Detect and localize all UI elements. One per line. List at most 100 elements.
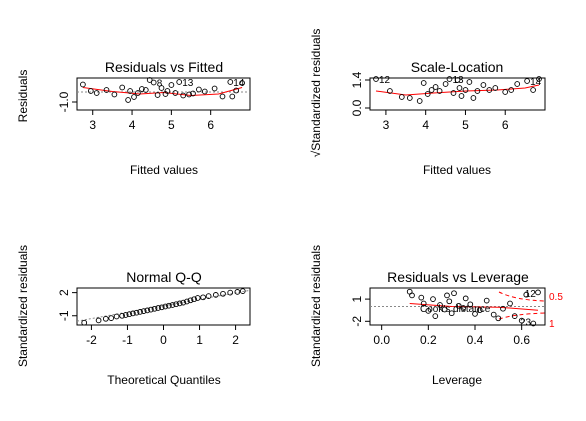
data-point	[428, 87, 435, 93]
point-label: 23	[520, 317, 532, 328]
data-point	[409, 292, 415, 299]
data-point	[514, 81, 521, 87]
y-tick-label: -2	[350, 316, 364, 327]
x-tick-label: 5	[168, 118, 175, 132]
y-axis-label: √Standardized residuals	[309, 29, 323, 158]
point-labels: 12 23	[520, 289, 536, 328]
data-point	[81, 319, 88, 326]
x-tick-label: -2	[86, 333, 97, 347]
point-label: 8	[157, 79, 163, 90]
data-point	[536, 76, 542, 82]
data-point	[474, 88, 481, 94]
data-point	[172, 90, 179, 96]
x-axis-label: Leverage	[432, 373, 482, 387]
data-points	[80, 77, 245, 103]
data-point	[467, 301, 474, 308]
data-point	[523, 291, 530, 298]
data-point	[462, 295, 469, 302]
data-point	[437, 302, 443, 308]
data-point	[486, 87, 493, 93]
data-point	[93, 90, 100, 96]
lowess-smooth-line	[375, 84, 540, 96]
data-point	[113, 313, 120, 320]
y-tick-label: 2	[57, 289, 71, 296]
data-point	[95, 317, 102, 324]
x-tick-label: 3	[383, 118, 390, 132]
lowess-smooth-line	[409, 303, 539, 311]
y-ticks: -2 1	[350, 295, 370, 327]
data-point	[103, 87, 110, 93]
data-point	[212, 292, 219, 298]
data-point	[406, 95, 413, 101]
data-point	[150, 79, 157, 86]
panel-normal-qq: Normal Q-Q Theoretical Quantiles Standar…	[16, 245, 251, 387]
y-axis-label: Residuals	[16, 70, 30, 123]
panel-title: Residuals vs Fitted	[105, 59, 223, 75]
data-point	[135, 90, 141, 96]
data-point	[455, 302, 462, 309]
data-point	[466, 79, 473, 85]
point-labels: 8 13 14	[157, 78, 245, 90]
x-tick-label: 2	[232, 333, 239, 347]
data-point	[387, 88, 393, 94]
data-point	[444, 292, 450, 299]
data-point	[234, 289, 241, 295]
cook-label-1: 1	[549, 319, 555, 330]
data-point	[239, 80, 245, 86]
data-point	[460, 305, 467, 311]
smooth-line	[375, 84, 540, 96]
cooks-distance-legend: Cook's distance	[420, 304, 491, 315]
data-point	[227, 289, 234, 296]
data-point	[424, 91, 431, 97]
data-point	[418, 294, 425, 301]
x-tick-label: 6	[502, 118, 509, 132]
smooth-line	[409, 303, 539, 311]
panel-title: Scale-Location	[411, 59, 504, 75]
point-label: 12	[379, 75, 391, 86]
x-ticks: 3 4 5 6	[383, 109, 509, 132]
data-point	[507, 300, 513, 307]
data-point	[133, 309, 140, 316]
data-point	[511, 313, 518, 319]
data-point	[470, 95, 477, 101]
data-point	[239, 288, 246, 294]
x-ticks: 3 4 5 6	[89, 109, 214, 132]
data-point	[462, 87, 469, 93]
y-axis-label: Standardized residuals	[309, 245, 323, 367]
data-point	[454, 77, 461, 83]
data-point	[451, 290, 457, 297]
data-point	[432, 313, 439, 319]
data-point	[168, 82, 175, 88]
y-tick-label: 1	[350, 295, 364, 302]
data-point	[233, 87, 240, 94]
data-point	[187, 297, 194, 304]
data-point	[191, 296, 197, 303]
point-label: 12	[525, 289, 537, 300]
y-ticks: -1.0	[57, 91, 77, 112]
data-point	[398, 94, 405, 100]
y-ticks: 0.0 1.4	[350, 71, 370, 116]
data-point	[446, 298, 453, 305]
data-point	[200, 294, 206, 301]
data-point	[442, 81, 449, 87]
data-point	[508, 87, 515, 93]
data-point	[122, 312, 129, 318]
data-point	[87, 88, 94, 94]
data-point	[500, 305, 506, 312]
data-point	[166, 302, 172, 309]
cook-contour-lower	[498, 312, 546, 320]
data-point	[130, 310, 136, 317]
data-point	[458, 93, 465, 99]
y-tick-label: -1.0	[57, 91, 71, 112]
x-tick-label: 5	[462, 118, 469, 132]
y-tick-label: 0.0	[350, 99, 364, 116]
x-ticks: -2 -1 0 1 2	[86, 324, 239, 347]
panel-residuals-vs-fitted: Residuals vs Fitted Fitted values Residu…	[16, 59, 251, 177]
data-point	[495, 315, 502, 322]
data-points	[406, 288, 541, 327]
data-point	[158, 85, 165, 91]
data-point	[102, 315, 109, 322]
data-point	[450, 90, 457, 96]
data-point	[448, 310, 455, 317]
